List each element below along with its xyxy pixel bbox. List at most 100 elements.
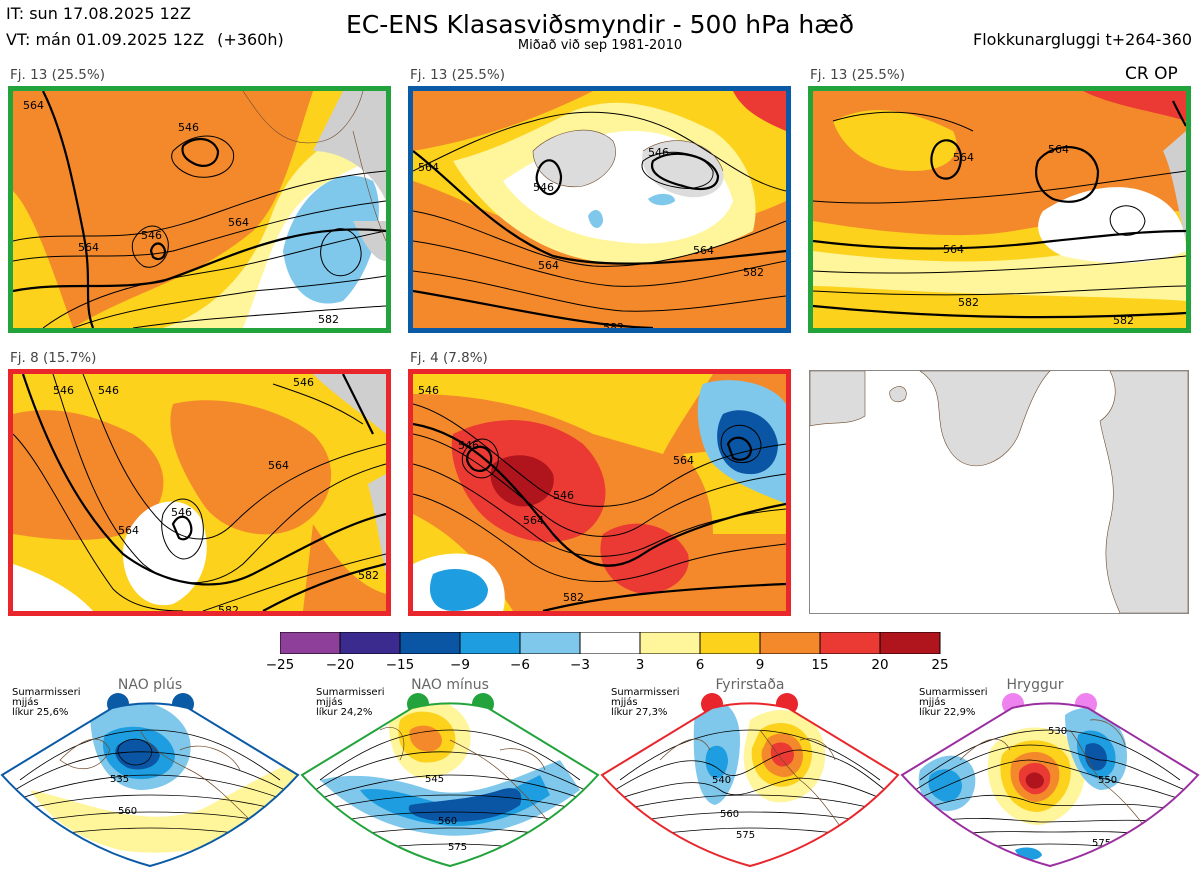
regime-title: Hryggur [1006, 677, 1064, 693]
regime-info: Sumarmisseri mjjás líkur 24,2% [316, 688, 384, 718]
colorbar-swatch [280, 632, 341, 654]
regime-title: NAO plús [117, 677, 183, 693]
regime-map-2: 545 560 575 [300, 702, 600, 868]
regime-map-1: 535 560 [0, 702, 300, 868]
regime-info-line: Sumarmisseri [12, 687, 81, 698]
regime-info-line: líkur 25,6% [12, 707, 69, 718]
colorbar-tick: 9 [755, 657, 765, 673]
regime-info: Sumarmisseri mjjás líkur 27,3% [611, 688, 679, 718]
colorbar-swatch [819, 632, 881, 654]
colorbar-swatch [639, 632, 701, 654]
contour-label: 560 [118, 806, 137, 817]
regime-info-line: mjjás [611, 697, 638, 708]
colorbar-swatch [339, 632, 401, 654]
contour-label: 564 [23, 99, 44, 112]
contour-label: 582 [958, 296, 979, 309]
panel-label-3: Fj. 13 (25.5%) [810, 67, 905, 83]
contour-label: 575 [736, 830, 755, 841]
contour-label: 535 [110, 774, 129, 785]
regime-info-line: líkur 22,9% [919, 707, 976, 718]
contour-label: 546 [533, 181, 554, 194]
colorbar-swatch [699, 632, 761, 654]
colorbar-swatch [759, 632, 821, 654]
cluster-map-3: 564 564 564 582 582 [808, 86, 1191, 333]
contour-label: 530 [1048, 726, 1067, 737]
contour-label: 560 [438, 816, 457, 827]
contour-label: 575 [448, 842, 467, 853]
cluster-map-4: 546 546 546 564 564 546 582 582 [8, 369, 391, 616]
colorbar-tick: −9 [450, 657, 470, 673]
contour-label: 564 [693, 244, 714, 257]
contour-label: 546 [178, 121, 199, 134]
valid-time-offset: (+360h) [217, 30, 284, 49]
cr-op-label: CR OP [1125, 64, 1178, 84]
colorbar-tick: −6 [510, 657, 530, 673]
contour-label: 564 [673, 454, 694, 467]
colorbar-tick: 20 [871, 657, 889, 673]
page-subtitle: Miðað við sep 1981-2010 [517, 38, 683, 53]
regime-info-line: mjjás [919, 697, 946, 708]
contour-label: 540 [712, 775, 731, 786]
colorbar-swatch [459, 632, 521, 654]
colorbar-tick: 3 [635, 657, 645, 673]
contour-label: 564 [943, 243, 964, 256]
regime-info-line: mjjás [12, 697, 39, 708]
colorbar-tick: −25 [265, 657, 295, 673]
regime-info-line: Sumarmisseri [316, 687, 385, 698]
contour-label: 546 [141, 229, 162, 242]
colorbar-tick: 15 [811, 657, 829, 673]
regime-info: Sumarmisseri mjjás líkur 22,9% [919, 688, 987, 718]
contour-label: 582 [218, 604, 239, 611]
colorbar-swatch [519, 632, 581, 654]
cluster-map-1: 564 546 546 564 564 582 [8, 86, 391, 333]
panel-label-1: Fj. 13 (25.5%) [10, 67, 105, 83]
colorbar-tick: 25 [931, 657, 949, 673]
colorbar-tick: −15 [385, 657, 415, 673]
cluster-map-empty [809, 370, 1189, 614]
page-title: EC-ENS Klasasviðsmyndir - 500 hPa hæð [345, 10, 855, 39]
panel-label-4: Fj. 8 (15.7%) [10, 350, 97, 366]
regime-info-line: mjjás [316, 697, 343, 708]
colorbar-tick: 6 [695, 657, 705, 673]
regime-map-3: 540 560 575 [600, 702, 900, 868]
regime-info-line: Sumarmisseri [919, 687, 988, 698]
contour-label: 546 [418, 384, 439, 397]
contour-label: 564 [538, 259, 559, 272]
colorbar-tick: −3 [570, 657, 590, 673]
cluster-map-2: 546 546 564 564 564 582 582 [408, 86, 791, 333]
contour-label: 575 [1092, 838, 1111, 849]
panel-label-2: Fj. 13 (25.5%) [410, 67, 505, 83]
regime-info-line: Sumarmisseri [611, 687, 680, 698]
colorbar-swatches [280, 632, 941, 654]
colorbar-swatch [879, 632, 941, 654]
contour-label: 582 [563, 591, 584, 604]
contour-label: 582 [743, 266, 764, 279]
cluster-map-5: 546 546 564 546 564 582 [408, 369, 791, 616]
contour-label: 564 [78, 241, 99, 254]
contour-label: 564 [418, 161, 439, 174]
contour-label: 564 [523, 514, 544, 527]
valid-time: VT: mán 01.09.2025 12Z (+360h) [6, 31, 284, 49]
colorbar-swatch [399, 632, 461, 654]
contour-label: 546 [171, 506, 192, 519]
contour-label: 546 [53, 384, 74, 397]
regime-info-line: líkur 27,3% [611, 707, 668, 718]
contour-label: 550 [1098, 775, 1117, 786]
colorbar-swatch [579, 632, 641, 654]
regime-map-4: 530 550 575 [900, 702, 1200, 868]
contour-label: 560 [720, 809, 739, 820]
contour-label: 546 [98, 384, 119, 397]
contour-label: 546 [293, 376, 314, 389]
contour-label: 546 [648, 146, 669, 159]
init-time: IT: sun 17.08.2025 12Z [6, 4, 191, 23]
contour-label: 564 [268, 459, 289, 472]
contour-label: 546 [553, 489, 574, 502]
contour-label: 564 [118, 524, 139, 537]
contour-label: 546 [458, 439, 479, 452]
classification-window: Flokkunargluggi t+264-360 [973, 30, 1192, 49]
colorbar-tick: −20 [325, 657, 355, 673]
regime-info: Sumarmisseri mjjás líkur 25,6% [12, 688, 80, 718]
contour-label: 564 [953, 151, 974, 164]
contour-label: 545 [425, 774, 444, 785]
regime-info-line: líkur 24,2% [316, 707, 373, 718]
